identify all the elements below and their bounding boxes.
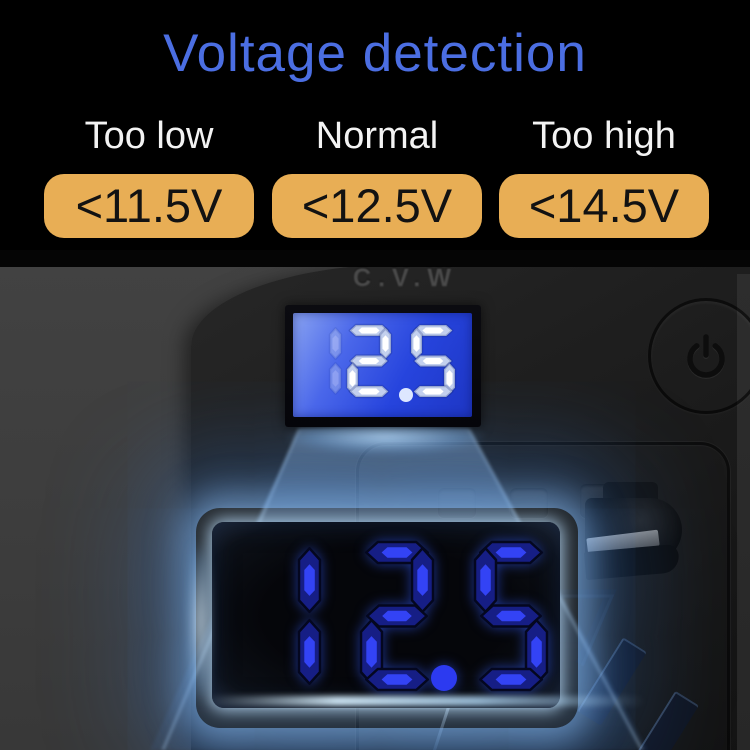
brand-text: C.V.W [353,264,458,292]
device-photo: C.V.W [0,250,750,750]
display-left-flare [192,546,208,698]
page-title: Voltage detection [163,24,587,83]
threshold-badge: <14.5V [499,174,709,238]
threshold-badge: <12.5V [272,174,482,238]
large-display-digits [297,540,549,692]
light-streak [205,696,645,706]
lcd-bezel [285,305,481,427]
embossed-seven-mark [560,589,617,667]
small-voltage-display [293,313,472,417]
level-label: Too high [532,115,676,157]
voltage-column-normal: Normal <12.5V [272,112,482,238]
voltage-column-too-low: Too low <11.5V [44,112,254,238]
power-button [648,298,750,414]
side-clip [583,482,695,581]
threshold-badge: <11.5V [44,174,254,238]
small-display-digits [328,323,457,402]
level-label: Normal [315,115,439,157]
large-voltage-display [212,522,560,708]
socket-slot-cover [510,488,548,518]
level-label: Too low [84,115,214,157]
voltage-column-too-high: Too high <14.5V [499,112,709,238]
power-icon [687,334,725,379]
photo-top-band [0,250,750,267]
